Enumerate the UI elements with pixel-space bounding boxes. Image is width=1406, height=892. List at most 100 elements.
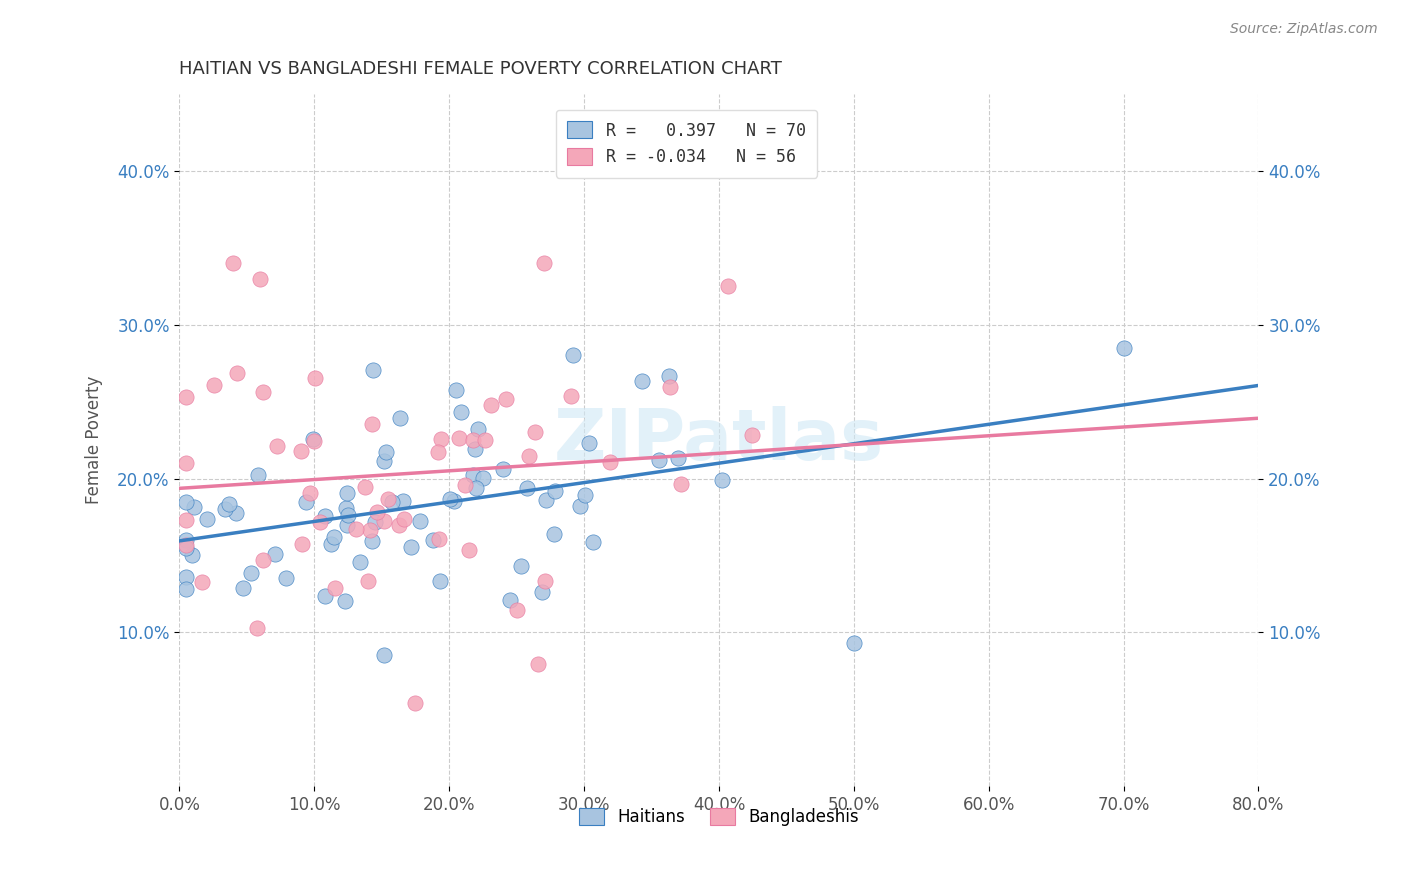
Point xyxy=(183,500,205,514)
Point xyxy=(447,431,470,445)
Point xyxy=(264,547,287,561)
Point xyxy=(523,425,546,439)
Point xyxy=(711,473,734,487)
Point xyxy=(409,514,432,528)
Point xyxy=(479,398,502,412)
Point xyxy=(354,480,377,494)
Point xyxy=(474,433,496,447)
Point xyxy=(648,453,671,467)
Point xyxy=(174,582,197,597)
Point xyxy=(499,593,522,607)
Point xyxy=(323,530,346,544)
Point xyxy=(249,272,271,286)
Point xyxy=(461,468,484,483)
Point xyxy=(495,392,517,406)
Point xyxy=(544,483,567,498)
Point xyxy=(252,553,274,567)
Point xyxy=(174,513,197,527)
Point xyxy=(404,696,426,710)
Point xyxy=(363,363,385,377)
Point xyxy=(658,369,681,384)
Point xyxy=(429,574,451,589)
Point xyxy=(336,508,359,522)
Point xyxy=(174,541,197,556)
Point xyxy=(464,442,486,456)
Point xyxy=(232,582,254,596)
Point xyxy=(323,581,346,595)
Point xyxy=(510,558,533,573)
Point xyxy=(240,566,263,580)
Point xyxy=(309,515,332,529)
Point xyxy=(174,456,197,470)
Point xyxy=(349,555,371,569)
Point xyxy=(321,536,343,550)
Point xyxy=(659,380,682,394)
Point xyxy=(388,411,411,425)
Legend: Haitians, Bangladeshis: Haitians, Bangladeshis xyxy=(572,801,866,833)
Point xyxy=(336,518,359,533)
Point xyxy=(373,648,395,662)
Point xyxy=(373,454,395,468)
Point xyxy=(366,505,388,519)
Point xyxy=(247,467,270,482)
Point xyxy=(266,438,288,452)
Point xyxy=(361,417,384,431)
Point xyxy=(560,389,582,403)
Point xyxy=(302,434,325,448)
Text: HAITIAN VS BANGLADESHI FEMALE POVERTY CORRELATION CHART: HAITIAN VS BANGLADESHI FEMALE POVERTY CO… xyxy=(180,60,782,78)
Point xyxy=(582,534,605,549)
Point xyxy=(561,348,583,362)
Point xyxy=(214,501,236,516)
Point xyxy=(291,536,314,550)
Point xyxy=(439,491,461,506)
Text: ZIPatlas: ZIPatlas xyxy=(554,406,884,475)
Point xyxy=(534,574,557,588)
Point xyxy=(218,497,240,511)
Text: Source: ZipAtlas.com: Source: ZipAtlas.com xyxy=(1230,22,1378,37)
Point xyxy=(388,518,411,533)
Point xyxy=(333,593,356,607)
Point xyxy=(530,584,553,599)
Point xyxy=(246,621,269,635)
Point xyxy=(225,506,247,520)
Point xyxy=(174,538,197,552)
Point xyxy=(426,445,449,459)
Point xyxy=(517,450,540,464)
Point xyxy=(536,492,558,507)
Point xyxy=(464,481,486,495)
Point xyxy=(467,422,489,436)
Point xyxy=(364,515,387,529)
Point xyxy=(506,603,529,617)
Point xyxy=(399,541,422,555)
Point xyxy=(174,570,197,584)
Point xyxy=(669,476,692,491)
Point xyxy=(381,495,404,509)
Point xyxy=(427,533,450,547)
Point xyxy=(569,499,592,513)
Point xyxy=(298,486,321,500)
Point xyxy=(226,366,249,380)
Point xyxy=(359,523,381,537)
Point xyxy=(314,508,336,523)
Point xyxy=(450,405,472,419)
Point xyxy=(252,385,274,400)
Point xyxy=(174,533,197,547)
Point xyxy=(599,455,621,469)
Point xyxy=(361,534,384,549)
Point xyxy=(543,526,565,541)
Point xyxy=(574,488,596,502)
Point xyxy=(463,434,485,448)
Point xyxy=(290,444,312,458)
Point xyxy=(422,533,444,547)
Point xyxy=(336,485,359,500)
Point xyxy=(314,589,336,603)
Point xyxy=(458,542,481,557)
Point xyxy=(392,494,415,508)
Point xyxy=(443,494,465,508)
Point xyxy=(191,574,214,589)
Point xyxy=(630,374,652,388)
Point xyxy=(374,445,396,459)
Point xyxy=(195,512,218,526)
Point xyxy=(373,514,395,528)
Point xyxy=(202,377,225,392)
